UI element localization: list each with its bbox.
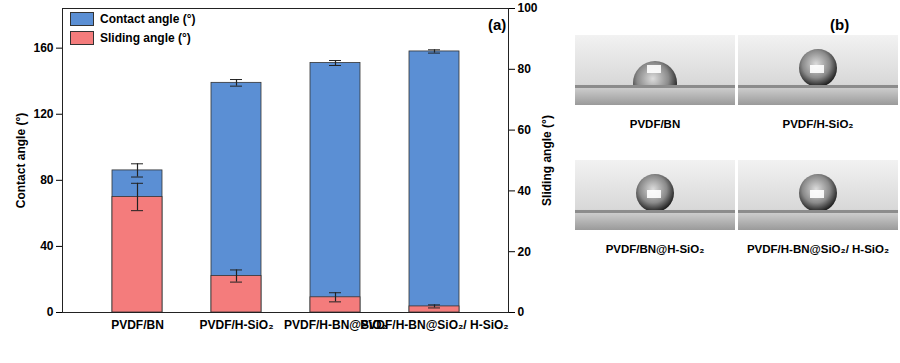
svg-text:PVDF/H-BN@SiO₂: PVDF/H-BN@SiO₂ xyxy=(284,318,387,332)
html-text:Sliding angle (°): Sliding angle (°) xyxy=(100,31,191,45)
svg-text:Contact angle (°): Contact angle (°) xyxy=(14,113,28,208)
svg-text:0: 0 xyxy=(47,305,54,319)
html-text:PVDF/BN@H-SiO₂: PVDF/BN@H-SiO₂ xyxy=(605,243,705,255)
svg-text:PVDF/H-SiO₂: PVDF/H-SiO₂ xyxy=(199,318,273,332)
svg-text:Sliding angle (°): Sliding angle (°) xyxy=(540,115,554,206)
html-text:(b): (b) xyxy=(830,16,850,33)
svg-text:60: 60 xyxy=(518,123,532,137)
svg-text:100: 100 xyxy=(518,1,538,15)
svg-text:80: 80 xyxy=(518,62,532,76)
html-text:PVDF/BN: PVDF/BN xyxy=(629,118,681,130)
html-text:PVDF/H-SiO₂: PVDF/H-SiO₂ xyxy=(782,118,854,130)
html-text:Contact angle (°): Contact angle (°) xyxy=(100,12,196,26)
svg-text:20: 20 xyxy=(518,245,532,259)
html-text:(a): (a) xyxy=(488,16,507,33)
svg-text:120: 120 xyxy=(33,107,53,121)
svg-text:PVDF/BN: PVDF/BN xyxy=(111,318,164,332)
svg-text:80: 80 xyxy=(40,173,54,187)
svg-text:PVDF/H-BN@SiO₂/ H-SiO₂: PVDF/H-BN@SiO₂/ H-SiO₂ xyxy=(360,318,508,332)
svg-text:40: 40 xyxy=(40,239,54,253)
svg-text:40: 40 xyxy=(518,184,532,198)
svg-text:160: 160 xyxy=(33,41,53,55)
html-text:PVDF/H-BN@SiO₂/ H-SiO₂: PVDF/H-BN@SiO₂/ H-SiO₂ xyxy=(746,243,890,255)
svg-text:0: 0 xyxy=(518,305,525,319)
